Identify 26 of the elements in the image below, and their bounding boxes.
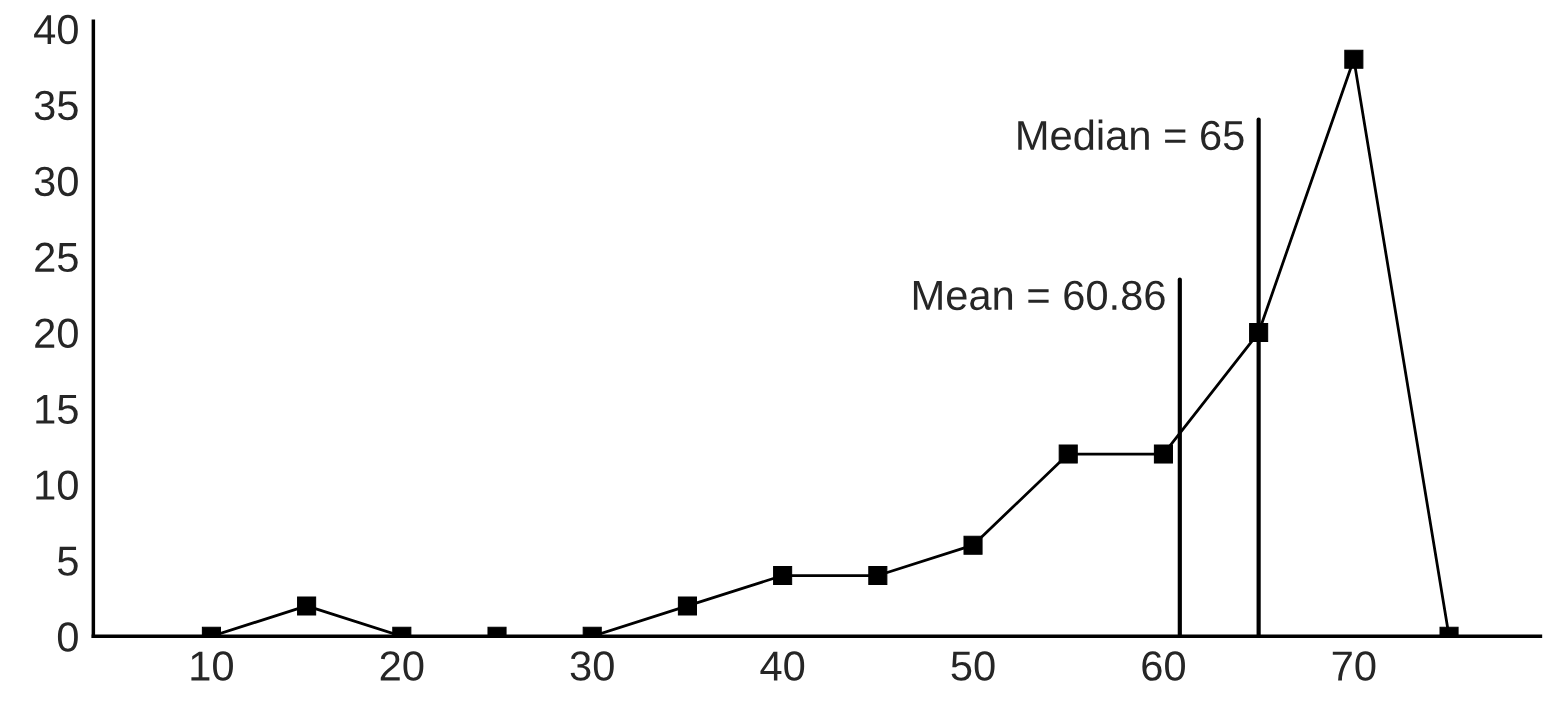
point <box>868 566 888 586</box>
x-tick-label: 10 <box>191 651 233 681</box>
x-tick-label: 70 <box>1332 651 1376 681</box>
y-tick-label: 40 <box>34 14 78 45</box>
y-tick-label: 20 <box>35 318 78 349</box>
x-tick-label: 20 <box>380 651 424 681</box>
y-tick-label: 15 <box>36 394 78 424</box>
x-tick-label: 30 <box>570 651 614 681</box>
ref-line-label: Median = 65 <box>1018 119 1244 151</box>
point <box>963 535 983 555</box>
y-tick-label: 35 <box>34 90 78 121</box>
y-tick-label: 0 <box>57 622 78 652</box>
point <box>297 596 317 616</box>
x-tick-label: 40 <box>760 651 805 681</box>
point <box>1344 49 1364 69</box>
x-tick-label: 50 <box>951 651 995 681</box>
point <box>1058 444 1078 464</box>
y-tick-label: 25 <box>35 242 78 273</box>
point <box>677 596 697 616</box>
y-tick-label: 5 <box>57 546 78 576</box>
point <box>773 566 793 586</box>
ref-line-label: Mean = 60.86 <box>913 280 1165 311</box>
y-tick-label: 10 <box>36 470 78 500</box>
x-tick-label: 60 <box>1142 651 1185 681</box>
y-tick-label: 30 <box>34 166 78 197</box>
point <box>1153 444 1173 464</box>
